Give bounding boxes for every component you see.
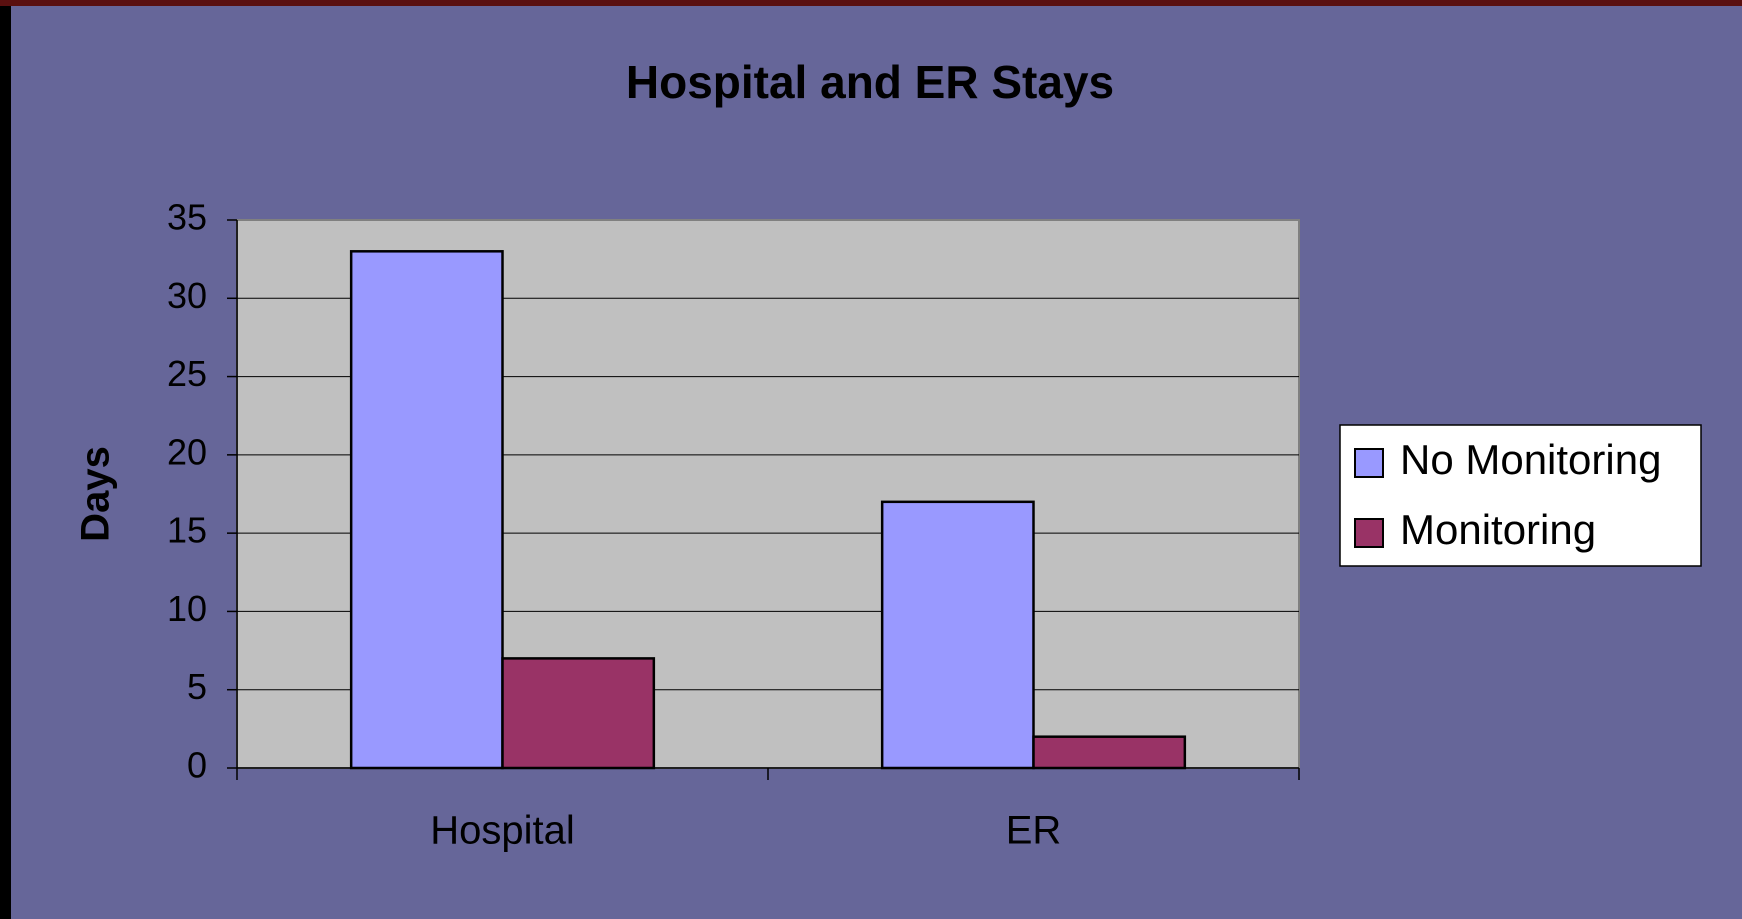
- bar: [1032, 735, 1187, 770]
- bar: [880, 500, 1035, 770]
- legend-swatch: [1354, 518, 1384, 548]
- legend-label: No Monitoring: [1400, 436, 1661, 483]
- legend-label: Monitoring: [1400, 506, 1596, 553]
- y-tick-label: 25: [167, 353, 207, 394]
- chart-title: Hospital and ER Stays: [626, 56, 1114, 108]
- y-axis-label: Days: [74, 446, 118, 542]
- bar: [349, 250, 504, 770]
- y-tick-label: 15: [167, 510, 207, 551]
- legend-swatch: [1354, 448, 1384, 478]
- y-tick-label: 30: [167, 275, 207, 316]
- legend-box: [1339, 424, 1702, 567]
- top-edge: [0, 0, 1742, 6]
- y-tick-label: 5: [187, 666, 207, 707]
- y-tick-label: 20: [167, 431, 207, 472]
- x-tick-label: ER: [1006, 809, 1062, 853]
- y-tick-label: 0: [187, 745, 207, 786]
- bar: [501, 657, 656, 770]
- x-tick-label: Hospital: [430, 809, 575, 853]
- y-tick-label: 10: [167, 588, 207, 629]
- y-tick-label: 35: [167, 197, 207, 238]
